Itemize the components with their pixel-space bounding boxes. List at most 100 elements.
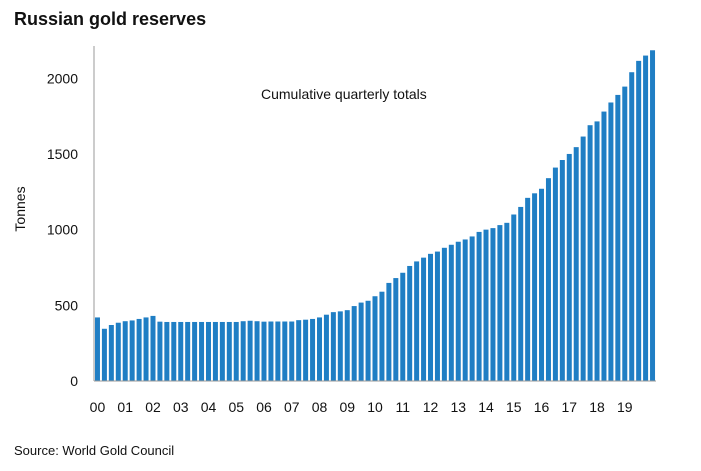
bar bbox=[122, 321, 128, 381]
x-tick-label: 06 bbox=[256, 399, 272, 415]
bar bbox=[580, 136, 586, 381]
bar bbox=[511, 214, 517, 381]
bar bbox=[539, 188, 545, 381]
bar bbox=[545, 178, 551, 381]
bar bbox=[441, 247, 447, 381]
x-tick-label: 07 bbox=[284, 399, 300, 415]
bar bbox=[282, 321, 288, 381]
bar bbox=[351, 306, 357, 381]
bar bbox=[164, 321, 170, 381]
y-tick-label: 2000 bbox=[47, 70, 78, 86]
bar bbox=[379, 291, 385, 381]
x-tick-label: 12 bbox=[423, 399, 439, 415]
bar bbox=[261, 321, 267, 381]
x-tick-label: 04 bbox=[201, 399, 217, 415]
bar bbox=[226, 321, 232, 381]
bar bbox=[587, 125, 593, 381]
bar bbox=[199, 321, 205, 381]
bar bbox=[469, 236, 475, 381]
bar bbox=[566, 153, 572, 381]
x-tick-label: 14 bbox=[478, 399, 494, 415]
bar bbox=[393, 278, 399, 381]
bar bbox=[497, 225, 503, 381]
x-tick-label: 16 bbox=[534, 399, 550, 415]
y-tick-label: 1000 bbox=[47, 222, 78, 238]
bar bbox=[157, 321, 163, 381]
bar bbox=[337, 311, 343, 381]
bar bbox=[247, 320, 253, 381]
bar bbox=[268, 321, 274, 381]
bar bbox=[219, 321, 225, 381]
bar bbox=[525, 197, 531, 381]
bar bbox=[296, 320, 302, 381]
bar bbox=[386, 282, 392, 381]
bar bbox=[643, 55, 649, 381]
x-tick-label: 13 bbox=[450, 399, 466, 415]
y-axis-ticks: 0 500 1000 1500 2000 bbox=[47, 70, 78, 389]
x-tick-label: 15 bbox=[506, 399, 522, 415]
bar bbox=[205, 321, 211, 381]
bar bbox=[136, 318, 142, 381]
x-tick-label: 18 bbox=[589, 399, 605, 415]
bar bbox=[629, 72, 635, 381]
bar bbox=[636, 60, 642, 382]
bar bbox=[178, 321, 184, 381]
bar bbox=[275, 321, 281, 381]
bar bbox=[476, 231, 482, 381]
bar bbox=[358, 302, 364, 381]
bar bbox=[372, 296, 378, 381]
bar bbox=[289, 321, 295, 381]
bar bbox=[310, 318, 316, 381]
x-tick-label: 03 bbox=[173, 399, 189, 415]
bar bbox=[573, 147, 579, 381]
chart-annotation: Cumulative quarterly totals bbox=[261, 86, 427, 102]
x-tick-label: 11 bbox=[395, 399, 410, 415]
source-note: Source: World Gold Council bbox=[14, 443, 175, 458]
bar bbox=[414, 261, 420, 381]
bar bbox=[421, 257, 427, 381]
x-tick-label: 17 bbox=[561, 399, 577, 415]
y-axis-title: Tonnes bbox=[12, 186, 28, 231]
x-tick-label: 05 bbox=[228, 399, 244, 415]
bar bbox=[150, 315, 156, 381]
x-tick-label: 02 bbox=[145, 399, 161, 415]
bar bbox=[601, 111, 607, 381]
bar bbox=[303, 319, 309, 381]
bar bbox=[518, 206, 524, 381]
bar bbox=[483, 229, 489, 381]
bar bbox=[108, 325, 114, 381]
bar bbox=[552, 167, 558, 381]
x-tick-label: 08 bbox=[312, 399, 328, 415]
bar bbox=[407, 265, 413, 381]
bar bbox=[455, 241, 461, 381]
bar bbox=[171, 321, 177, 381]
bar bbox=[594, 121, 600, 381]
bar bbox=[559, 160, 565, 381]
bar bbox=[650, 50, 656, 382]
bar bbox=[400, 272, 406, 381]
x-axis-ticks: 00 01 02 03 04 05 06 07 08 09 10 11 12 13 14 15 16 17 18 19 bbox=[90, 399, 633, 415]
x-tick-label: 10 bbox=[367, 399, 383, 415]
bar bbox=[344, 310, 350, 381]
x-tick-label: 09 bbox=[339, 399, 355, 415]
bar bbox=[233, 321, 239, 381]
bar bbox=[240, 321, 246, 381]
bar bbox=[434, 251, 440, 381]
bar bbox=[185, 321, 191, 381]
bar bbox=[365, 300, 371, 381]
bar bbox=[129, 320, 135, 381]
y-tick-label: 1500 bbox=[47, 146, 78, 162]
x-tick-label: 00 bbox=[90, 399, 106, 415]
bar bbox=[622, 86, 628, 381]
bar bbox=[192, 321, 198, 381]
bar bbox=[615, 94, 621, 382]
bar bbox=[317, 317, 322, 381]
bar bbox=[115, 322, 121, 381]
bar bbox=[490, 228, 496, 381]
bar bbox=[330, 312, 336, 381]
y-tick-label: 0 bbox=[70, 373, 78, 389]
bar bbox=[254, 321, 260, 381]
bar bbox=[323, 314, 329, 381]
bar bbox=[94, 317, 100, 381]
